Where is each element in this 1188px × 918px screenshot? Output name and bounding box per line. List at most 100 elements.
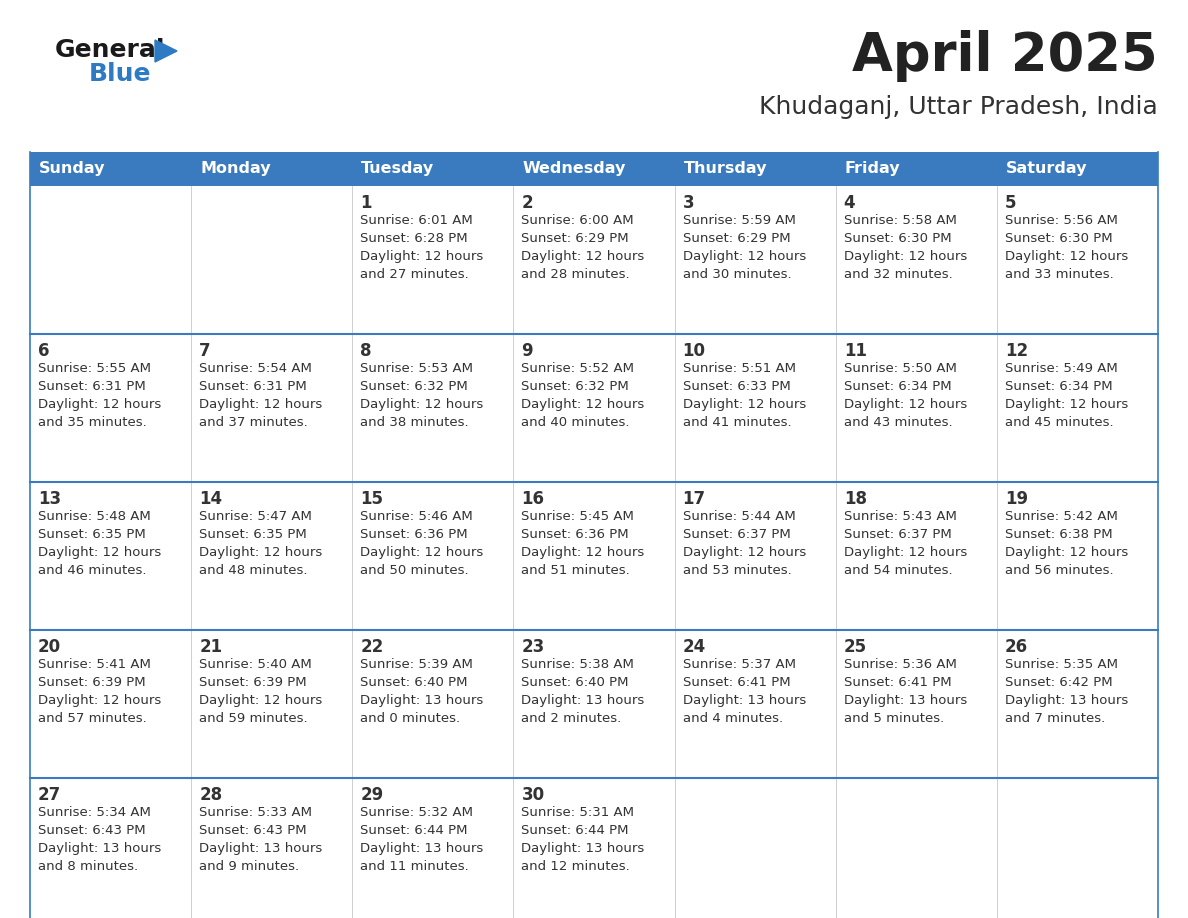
Text: 17: 17: [683, 490, 706, 508]
Text: Sunset: 6:40 PM: Sunset: 6:40 PM: [522, 676, 628, 689]
Text: 16: 16: [522, 490, 544, 508]
Text: Daylight: 12 hours: Daylight: 12 hours: [200, 398, 322, 411]
Text: and 59 minutes.: and 59 minutes.: [200, 712, 308, 725]
Text: and 40 minutes.: and 40 minutes.: [522, 416, 630, 429]
Text: and 57 minutes.: and 57 minutes.: [38, 712, 147, 725]
Text: Sunset: 6:28 PM: Sunset: 6:28 PM: [360, 232, 468, 245]
Text: Sunrise: 5:48 AM: Sunrise: 5:48 AM: [38, 510, 151, 523]
Text: Sunrise: 5:39 AM: Sunrise: 5:39 AM: [360, 658, 473, 671]
Text: and 7 minutes.: and 7 minutes.: [1005, 712, 1105, 725]
Text: Daylight: 13 hours: Daylight: 13 hours: [1005, 694, 1129, 707]
Text: and 51 minutes.: and 51 minutes.: [522, 564, 630, 577]
Text: 7: 7: [200, 342, 210, 360]
Text: 13: 13: [38, 490, 61, 508]
Text: Sunset: 6:38 PM: Sunset: 6:38 PM: [1005, 528, 1112, 541]
Text: Daylight: 12 hours: Daylight: 12 hours: [38, 546, 162, 559]
Text: Blue: Blue: [89, 62, 152, 86]
Text: Sunset: 6:29 PM: Sunset: 6:29 PM: [683, 232, 790, 245]
Text: Thursday: Thursday: [683, 162, 767, 176]
Text: Daylight: 12 hours: Daylight: 12 hours: [1005, 546, 1129, 559]
Text: Sunrise: 5:56 AM: Sunrise: 5:56 AM: [1005, 214, 1118, 227]
Text: and 11 minutes.: and 11 minutes.: [360, 860, 469, 873]
Text: 14: 14: [200, 490, 222, 508]
Text: and 54 minutes.: and 54 minutes.: [843, 564, 953, 577]
Text: Sunset: 6:41 PM: Sunset: 6:41 PM: [843, 676, 952, 689]
Text: Sunrise: 5:42 AM: Sunrise: 5:42 AM: [1005, 510, 1118, 523]
Text: and 50 minutes.: and 50 minutes.: [360, 564, 469, 577]
Text: Sunrise: 5:59 AM: Sunrise: 5:59 AM: [683, 214, 796, 227]
Text: Daylight: 12 hours: Daylight: 12 hours: [360, 250, 484, 263]
Text: 15: 15: [360, 490, 384, 508]
Text: Sunrise: 5:46 AM: Sunrise: 5:46 AM: [360, 510, 473, 523]
Text: and 32 minutes.: and 32 minutes.: [843, 268, 953, 281]
Text: 30: 30: [522, 786, 544, 804]
Text: Sunset: 6:39 PM: Sunset: 6:39 PM: [200, 676, 307, 689]
Text: Sunset: 6:34 PM: Sunset: 6:34 PM: [1005, 380, 1112, 393]
Text: 6: 6: [38, 342, 50, 360]
Text: Sunrise: 5:49 AM: Sunrise: 5:49 AM: [1005, 362, 1118, 375]
Text: Sunset: 6:31 PM: Sunset: 6:31 PM: [38, 380, 146, 393]
Text: Sunset: 6:39 PM: Sunset: 6:39 PM: [38, 676, 146, 689]
Text: Sunset: 6:43 PM: Sunset: 6:43 PM: [38, 824, 146, 837]
Text: and 33 minutes.: and 33 minutes.: [1005, 268, 1113, 281]
Text: Sunrise: 5:45 AM: Sunrise: 5:45 AM: [522, 510, 634, 523]
Text: Tuesday: Tuesday: [361, 162, 435, 176]
Text: Sunset: 6:32 PM: Sunset: 6:32 PM: [360, 380, 468, 393]
Text: Sunrise: 5:36 AM: Sunrise: 5:36 AM: [843, 658, 956, 671]
Text: Sunrise: 5:52 AM: Sunrise: 5:52 AM: [522, 362, 634, 375]
Text: 3: 3: [683, 194, 694, 212]
Text: Sunset: 6:44 PM: Sunset: 6:44 PM: [522, 824, 628, 837]
Text: and 9 minutes.: and 9 minutes.: [200, 860, 299, 873]
Text: General: General: [55, 38, 165, 62]
Text: 22: 22: [360, 638, 384, 656]
Text: 20: 20: [38, 638, 61, 656]
Bar: [835, 152, 997, 186]
Text: 21: 21: [200, 638, 222, 656]
Bar: [191, 152, 353, 186]
Text: Sunrise: 5:34 AM: Sunrise: 5:34 AM: [38, 806, 151, 819]
Text: Sunrise: 5:43 AM: Sunrise: 5:43 AM: [843, 510, 956, 523]
Text: Sunrise: 5:47 AM: Sunrise: 5:47 AM: [200, 510, 312, 523]
Text: 19: 19: [1005, 490, 1028, 508]
Text: Sunrise: 5:32 AM: Sunrise: 5:32 AM: [360, 806, 473, 819]
Text: Sunrise: 5:44 AM: Sunrise: 5:44 AM: [683, 510, 795, 523]
Text: Sunset: 6:37 PM: Sunset: 6:37 PM: [843, 528, 952, 541]
Text: 2: 2: [522, 194, 533, 212]
Text: Daylight: 13 hours: Daylight: 13 hours: [522, 694, 645, 707]
Text: 23: 23: [522, 638, 544, 656]
Text: Daylight: 13 hours: Daylight: 13 hours: [683, 694, 805, 707]
Text: Sunset: 6:36 PM: Sunset: 6:36 PM: [360, 528, 468, 541]
Text: 10: 10: [683, 342, 706, 360]
Text: Daylight: 12 hours: Daylight: 12 hours: [522, 546, 645, 559]
Text: 26: 26: [1005, 638, 1028, 656]
Text: and 43 minutes.: and 43 minutes.: [843, 416, 953, 429]
Text: and 38 minutes.: and 38 minutes.: [360, 416, 469, 429]
Text: 24: 24: [683, 638, 706, 656]
Text: Daylight: 13 hours: Daylight: 13 hours: [522, 842, 645, 855]
Text: Sunset: 6:35 PM: Sunset: 6:35 PM: [38, 528, 146, 541]
Text: Sunset: 6:31 PM: Sunset: 6:31 PM: [200, 380, 307, 393]
Text: Sunset: 6:44 PM: Sunset: 6:44 PM: [360, 824, 468, 837]
Text: Sunset: 6:43 PM: Sunset: 6:43 PM: [200, 824, 307, 837]
Text: Sunrise: 5:51 AM: Sunrise: 5:51 AM: [683, 362, 796, 375]
Text: Sunrise: 5:40 AM: Sunrise: 5:40 AM: [200, 658, 312, 671]
Text: Monday: Monday: [200, 162, 271, 176]
Text: Sunset: 6:29 PM: Sunset: 6:29 PM: [522, 232, 630, 245]
Text: Daylight: 12 hours: Daylight: 12 hours: [843, 546, 967, 559]
Text: Daylight: 12 hours: Daylight: 12 hours: [522, 398, 645, 411]
Text: and 41 minutes.: and 41 minutes.: [683, 416, 791, 429]
Text: Daylight: 12 hours: Daylight: 12 hours: [683, 250, 805, 263]
Bar: [30, 186, 1158, 918]
Text: Daylight: 12 hours: Daylight: 12 hours: [200, 546, 322, 559]
Text: Daylight: 12 hours: Daylight: 12 hours: [683, 546, 805, 559]
Text: Sunrise: 5:31 AM: Sunrise: 5:31 AM: [522, 806, 634, 819]
Text: Sunset: 6:34 PM: Sunset: 6:34 PM: [843, 380, 952, 393]
Text: 9: 9: [522, 342, 533, 360]
Text: Sunrise: 5:58 AM: Sunrise: 5:58 AM: [843, 214, 956, 227]
Text: Saturday: Saturday: [1006, 162, 1087, 176]
Text: Sunrise: 5:37 AM: Sunrise: 5:37 AM: [683, 658, 796, 671]
Polygon shape: [154, 40, 177, 62]
Text: 28: 28: [200, 786, 222, 804]
Text: and 5 minutes.: and 5 minutes.: [843, 712, 944, 725]
Text: 18: 18: [843, 490, 867, 508]
